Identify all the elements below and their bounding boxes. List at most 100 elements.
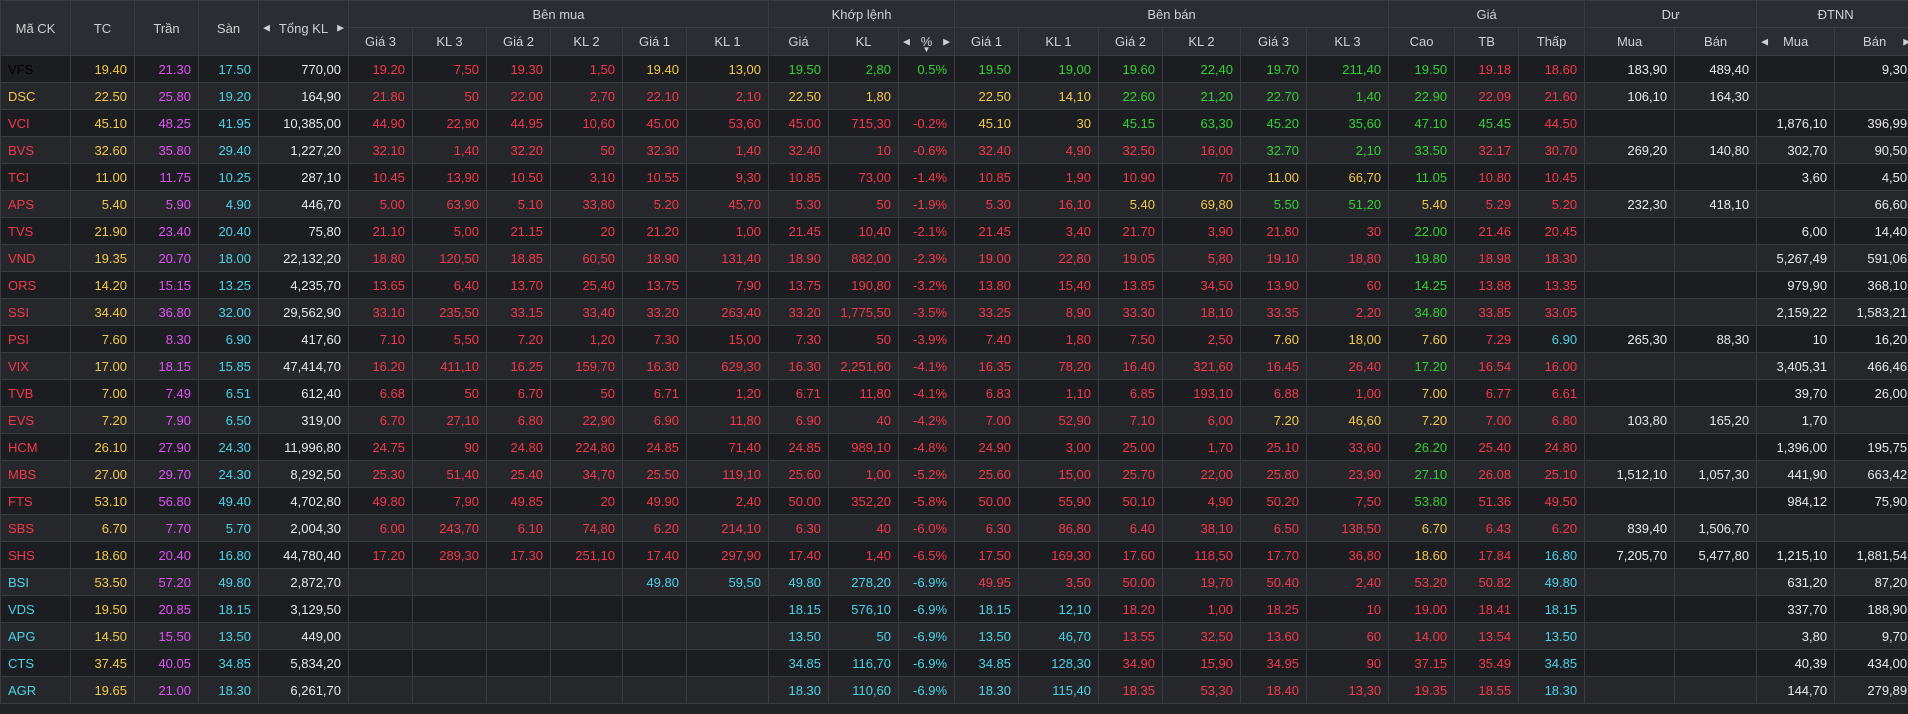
col-sell-vol2[interactable]: KL 2	[1162, 27, 1242, 56]
foreign-sell-cell: 1,881,54	[1834, 541, 1908, 569]
match-price-cell: 33.20	[768, 298, 830, 326]
col-buy-price3[interactable]: Giá 3	[348, 27, 413, 56]
col-avg[interactable]: TB	[1454, 27, 1520, 56]
match-vol-cell: 1,00	[828, 460, 900, 488]
col-buy-price1[interactable]: Giá 1	[622, 27, 687, 56]
col-floor[interactable]: Sàn	[198, 0, 259, 56]
table-row[interactable]: HCM 26.10 27.90 24.30 11,996,80 24.75 90 24.80 2…	[0, 433, 1908, 461]
caret-right-icon[interactable]: ▶	[1903, 36, 1908, 47]
col-ref[interactable]: TC	[70, 0, 135, 56]
sell-vol2-cell: 69,80	[1162, 190, 1242, 218]
match-pct-cell: -1.4%	[898, 163, 956, 191]
remain-sell-cell	[1674, 568, 1758, 596]
sell-price2-cell: 13.55	[1098, 622, 1164, 650]
buy-price1-cell: 19.40	[622, 55, 687, 83]
caret-left-icon[interactable]: ◀	[903, 36, 910, 46]
table-row[interactable]: APS 5.40 5.90 4.90 446,70 5.00 63,90 5.10 33,80 5…	[0, 190, 1908, 218]
match-pct-cell: -6.9%	[898, 595, 956, 623]
col-foreign-sell[interactable]: Bán ▶	[1834, 27, 1908, 56]
table-row[interactable]: AGR 19.65 21.00 18.30 6,261,70 18.30 110,60 -6.…	[0, 676, 1908, 704]
sell-vol1-cell: 15,00	[1018, 460, 1100, 488]
buy-vol3-cell: 50	[412, 379, 487, 407]
match-pct-cell	[898, 82, 956, 110]
table-row[interactable]: BVS 32.60 35.80 29.40 1,227,20 32.10 1,40 32.20…	[0, 136, 1908, 164]
foreign-buy-cell: 144,70	[1756, 676, 1836, 704]
table-row[interactable]: VFS 19.40 21.30 17.50 770,00 19.20 7,50 19.30 1,…	[0, 55, 1908, 83]
table-row[interactable]: CTS 37.45 40.05 34.85 5,834,20 34.85 116,70 -6.…	[0, 649, 1908, 677]
foreign-sell-cell: 14,40	[1834, 217, 1908, 245]
col-buy-vol1[interactable]: KL 1	[685, 27, 770, 56]
table-row[interactable]: MBS 27.00 29.70 24.30 8,292,50 25.30 51,40 25.4…	[0, 460, 1908, 488]
high-price-cell: 26.20	[1388, 433, 1456, 461]
buy-vol1-cell: 71,40	[685, 433, 770, 461]
table-row[interactable]: PSI 7.60 8.30 6.90 417,60 7.10 5,50 7.20 1,20 7.3…	[0, 325, 1908, 353]
caret-right-icon[interactable]: ▶	[337, 22, 344, 33]
caret-left-icon[interactable]: ◀	[1761, 36, 1769, 46]
avg-price-cell: 32.17	[1454, 136, 1520, 164]
col-high[interactable]: Cao	[1388, 27, 1456, 56]
avg-price-cell: 16.54	[1454, 352, 1520, 380]
table-row[interactable]: EVS 7.20 7.90 6.50 319,00 6.70 27,10 6.80 22,90 6…	[0, 406, 1908, 434]
caret-right-icon[interactable]: ▶	[943, 36, 951, 46]
buy-vol2-cell	[550, 568, 623, 596]
remain-buy-cell	[1584, 298, 1676, 326]
sell-vol1-cell: 55,90	[1018, 487, 1100, 515]
table-row[interactable]: VCI 45.10 48.25 41.95 10,385,00 44.90 22,90 44.…	[0, 109, 1908, 137]
table-row[interactable]: SSI 34.40 36.80 32.00 29,562,90 33.10 235,50 33…	[0, 298, 1908, 326]
match-pct-cell: -2.3%	[898, 244, 956, 272]
remain-buy-cell	[1584, 649, 1676, 677]
avg-price-cell: 21.46	[1454, 217, 1520, 245]
col-remain-buy[interactable]: Mua	[1584, 27, 1676, 56]
col-sell-vol3[interactable]: KL 3	[1306, 27, 1390, 56]
col-low[interactable]: Thấp	[1518, 27, 1586, 56]
table-row[interactable]: BSI 53.50 57.20 49.80 2,872,70 49.80 59,50 49.8…	[0, 568, 1908, 596]
ceil-price-cell: 5.90	[134, 190, 199, 218]
col-buy-vol3[interactable]: KL 3	[412, 27, 487, 56]
sell-vol3-cell: 60	[1306, 271, 1390, 299]
sort-desc-icon[interactable]: ▼	[922, 45, 931, 54]
ceil-price-cell: 27.90	[134, 433, 199, 461]
table-row[interactable]: SBS 6.70 7.70 5.70 2,004,30 6.00 243,70 6.10 74,…	[0, 514, 1908, 542]
avg-price-cell: 25.40	[1454, 433, 1520, 461]
col-sell-price2[interactable]: Giá 2	[1098, 27, 1164, 56]
table-row[interactable]: APG 14.50 15.50 13.50 449,00 13.50 50 -6.9% 13.5…	[0, 622, 1908, 650]
col-match-price[interactable]: Giá	[768, 27, 830, 56]
match-pct-cell: -3.9%	[898, 325, 956, 353]
table-row[interactable]: VND 19.35 20.70 18.00 22,132,20 18.80 120,50 18…	[0, 244, 1908, 272]
match-vol-cell: 715,30	[828, 109, 900, 137]
sell-vol3-cell: 90	[1306, 649, 1390, 677]
table-row[interactable]: TVS 21.90 23.40 20.40 75,80 21.10 5,00 21.15 20 2…	[0, 217, 1908, 245]
remain-sell-cell: 140,80	[1674, 136, 1758, 164]
table-row[interactable]: FTS 53.10 56.80 49.40 4,702,80 49.80 7,90 49.85…	[0, 487, 1908, 515]
symbol-cell: BSI	[0, 568, 71, 596]
sell-vol2-cell: 19,70	[1162, 568, 1242, 596]
col-buy-price2[interactable]: Giá 2	[486, 27, 551, 56]
col-sell-price1[interactable]: Giá 1	[954, 27, 1020, 56]
col-symbol[interactable]: Mã CK	[0, 0, 71, 56]
buy-vol3-cell: 90	[412, 433, 487, 461]
avg-price-cell: 35.49	[1454, 649, 1520, 677]
col-foreign-buy[interactable]: ◀ Mua	[1756, 27, 1836, 56]
sell-vol2-cell: 22,00	[1162, 460, 1242, 488]
sell-vol1-cell: 86,80	[1018, 514, 1100, 542]
col-sell-vol1[interactable]: KL 1	[1018, 27, 1100, 56]
col-ceil[interactable]: Trần	[134, 0, 199, 56]
table-row[interactable]: TCI 11.00 11.75 10.25 287,10 10.45 13,90 10.50 3…	[0, 163, 1908, 191]
table-row[interactable]: TVB 7.00 7.49 6.51 612,40 6.68 50 6.70 50 6.71 1,2…	[0, 379, 1908, 407]
buy-price2-cell: 13.70	[486, 271, 551, 299]
col-match-pct[interactable]: ◀ % ▶ ▼	[898, 27, 956, 56]
table-row[interactable]: SHS 18.60 20.40 16.80 44,780,40 17.20 289,30 17…	[0, 541, 1908, 569]
caret-left-icon[interactable]: ◀	[263, 22, 270, 33]
col-sell-price3[interactable]: Giá 3	[1240, 27, 1308, 56]
col-match-vol[interactable]: KL	[828, 27, 900, 56]
table-row[interactable]: VIX 17.00 18.15 15.85 47,414,70 16.20 411,10 16…	[0, 352, 1908, 380]
table-row[interactable]: VDS 19.50 20.85 18.15 3,129,50 18.15 576,10 -6.…	[0, 595, 1908, 623]
table-row[interactable]: DSC 22.50 25.80 19.20 164,90 21.80 50 22.00 2,70…	[0, 82, 1908, 110]
col-buy-vol2[interactable]: KL 2	[550, 27, 623, 56]
col-remain-sell[interactable]: Bán	[1674, 27, 1758, 56]
col-total-vol[interactable]: ◀ Tổng KL ▶	[258, 0, 349, 56]
match-pct-cell: -0.2%	[898, 109, 956, 137]
avg-price-cell: 33.85	[1454, 298, 1520, 326]
sell-vol2-cell: 16,00	[1162, 136, 1242, 164]
table-row[interactable]: ORS 14.20 15.15 13.25 4,235,70 13.65 6,40 13.70…	[0, 271, 1908, 299]
